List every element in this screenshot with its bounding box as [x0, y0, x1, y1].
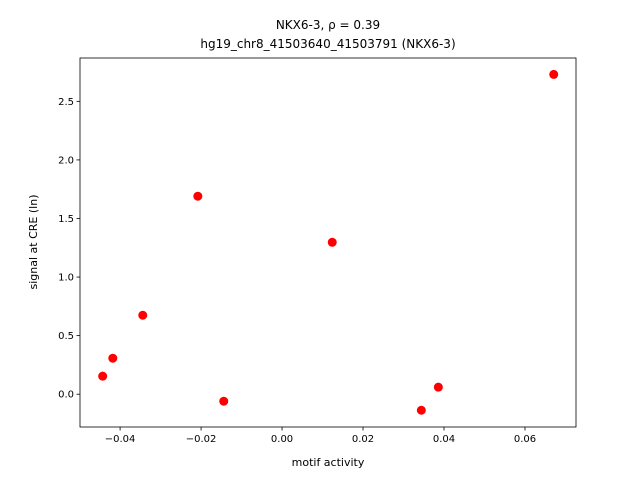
y-tick-label: 1.0	[58, 273, 74, 284]
y-tick-label: 2.0	[58, 155, 74, 166]
point	[138, 310, 148, 320]
chart-title: NKX6-3, ρ = 0.39	[276, 18, 380, 32]
point	[416, 405, 426, 415]
x-tick-label: −0.02	[186, 434, 217, 445]
x-tick-label: 0.04	[433, 434, 455, 445]
x-tick-label: 0.00	[271, 434, 293, 445]
point	[327, 237, 337, 247]
point	[433, 382, 443, 392]
plot-frame	[79, 57, 577, 428]
point	[219, 396, 229, 406]
point	[98, 371, 108, 381]
x-axis-label: motif activity	[292, 456, 365, 469]
y-axis-label: signal at CRE (ln)	[27, 195, 40, 290]
y-tick-label: 0.0	[58, 390, 74, 401]
chart-subtitle: hg19_chr8_41503640_41503791 (NKX6-3)	[200, 37, 455, 51]
y-tick-label: 2.5	[58, 97, 74, 108]
point	[108, 353, 118, 363]
y-tick-label: 0.5	[58, 331, 74, 342]
x-tick-label: 0.06	[514, 434, 536, 445]
x-tick-label: 0.02	[352, 434, 374, 445]
point	[549, 69, 559, 79]
x-tick-label: −0.04	[105, 434, 136, 445]
y-tick-label: 1.5	[58, 214, 74, 225]
point	[193, 191, 203, 201]
